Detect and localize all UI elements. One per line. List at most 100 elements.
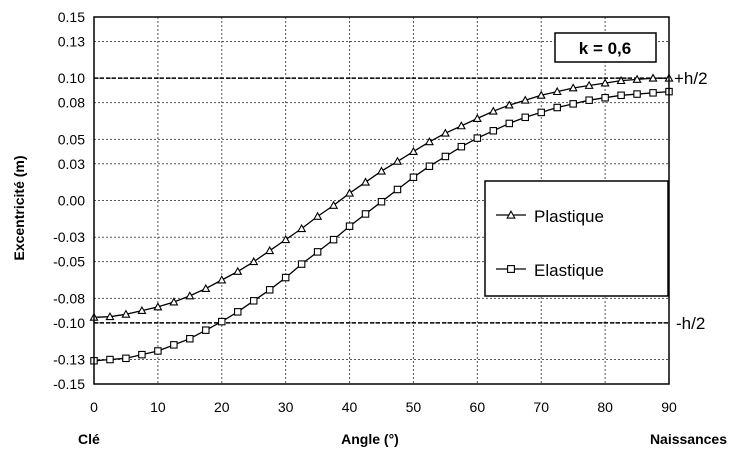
data-point-plastique [552, 86, 562, 96]
data-point-plastique [616, 75, 626, 85]
data-point-plastique [632, 74, 642, 83]
data-point-elastique [297, 260, 306, 268]
y-tick-label: 0.00 [58, 193, 85, 209]
data-point-elastique [457, 142, 466, 151]
data-point-plastique [137, 305, 147, 315]
x-left-label: Clé [78, 431, 100, 447]
data-point-plastique [472, 113, 482, 122]
data-point-plastique [233, 266, 243, 275]
data-point-plastique [584, 80, 594, 89]
ref-label-minus-h2: -h/2 [676, 314, 705, 333]
data-point-elastique [138, 350, 146, 359]
x-tick-label: 0 [90, 399, 98, 415]
data-point-plastique [504, 100, 514, 109]
y-tick-label: -0.08 [53, 290, 85, 306]
y-tick-label: 0.03 [58, 156, 85, 172]
data-point-elastique [361, 210, 370, 218]
legend-marker-plastique [506, 210, 516, 219]
data-point-plastique [345, 188, 355, 197]
data-point-plastique [424, 137, 434, 146]
data-point-elastique [218, 317, 226, 326]
data-point-plastique [297, 223, 307, 233]
y-tick-label: -0.15 [53, 376, 85, 392]
data-point-elastique [505, 119, 514, 128]
ref-label-plus-h2: +h/2 [674, 69, 708, 88]
data-point-elastique [329, 235, 338, 244]
x-axis-title: Angle (°) [341, 431, 399, 447]
data-point-elastique [281, 273, 290, 282]
data-point-plastique [313, 211, 323, 220]
data-point-plastique [568, 83, 578, 92]
y-tick-label: 0.05 [58, 131, 85, 147]
data-point-plastique [329, 200, 339, 209]
data-point-plastique [185, 291, 195, 300]
x-tick-labels: 0 10 20 30 40 50 60 70 80 90 [90, 399, 677, 415]
data-point-elastique [313, 248, 322, 256]
data-point-plastique [217, 275, 227, 284]
data-point-plastique [360, 177, 371, 186]
legend-marker-elastique [507, 265, 515, 273]
data-point-elastique [202, 326, 210, 334]
y-tick-label: 0.13 [58, 33, 85, 49]
data-point-elastique [393, 185, 402, 194]
x-tick-label: 20 [214, 399, 230, 415]
data-point-elastique [409, 173, 418, 182]
data-point-elastique [345, 222, 354, 230]
data-point-elastique [649, 89, 657, 97]
y-tick-label: 0.08 [58, 95, 85, 111]
data-point-plastique [376, 166, 387, 175]
y-tick-label: -0.13 [53, 352, 85, 368]
k-annotation-text: k = 0,6 [579, 39, 631, 58]
data-point-plastique [121, 309, 131, 318]
series-layer [89, 73, 674, 365]
data-point-elastique [122, 354, 130, 363]
y-tick-labels: 0.15 0.13 0.10 0.08 0.05 0.03 0.00 -0.03 -0.05 -0… [53, 9, 85, 392]
data-point-elastique [601, 93, 609, 102]
data-point-elastique [154, 347, 162, 355]
data-point-plastique [520, 95, 530, 104]
y-axis-title: Excentricité (m) [11, 155, 27, 260]
data-point-plastique [201, 283, 211, 293]
y-tick-label: -0.03 [53, 229, 85, 245]
data-point-plastique [648, 73, 658, 82]
x-tick-label: 90 [661, 399, 677, 415]
data-point-elastique [489, 127, 498, 135]
data-point-plastique [536, 90, 546, 99]
data-point-plastique [249, 256, 259, 266]
x-tick-label: 30 [278, 399, 294, 415]
x-tick-label: 80 [597, 399, 613, 415]
data-point-plastique [440, 128, 450, 137]
data-point-elastique [377, 197, 386, 206]
data-point-elastique [633, 90, 641, 98]
y-tick-label: -0.05 [53, 254, 85, 270]
data-point-elastique [425, 162, 434, 170]
plot-frame [93, 16, 670, 385]
x-tick-label: 10 [150, 399, 166, 415]
data-point-elastique [569, 100, 577, 108]
x-tick-label: 70 [533, 399, 549, 415]
data-point-elastique [441, 152, 450, 161]
data-point-plastique [265, 245, 275, 255]
legend-label-plastique: Plastique [534, 207, 604, 226]
data-point-elastique [170, 341, 178, 349]
data-point-elastique [186, 334, 194, 343]
data-point-plastique [169, 297, 179, 306]
legend: Plastique Elastique [484, 180, 669, 297]
data-point-elastique [106, 355, 114, 364]
data-point-elastique [537, 108, 545, 117]
data-point-elastique [585, 96, 593, 104]
data-point-plastique [281, 234, 291, 244]
data-point-elastique [249, 297, 258, 305]
data-point-elastique [617, 91, 625, 100]
x-right-label: Naissances [650, 431, 727, 447]
data-point-plastique [153, 302, 163, 311]
data-point-plastique [105, 311, 115, 321]
y-tick-label: -0.10 [53, 315, 85, 331]
data-point-elastique [265, 286, 274, 294]
data-point-plastique [488, 106, 498, 115]
x-tick-label: 40 [342, 399, 358, 415]
series-elastique [90, 87, 673, 365]
data-point-elastique [553, 103, 561, 112]
data-point-plastique [600, 78, 610, 87]
